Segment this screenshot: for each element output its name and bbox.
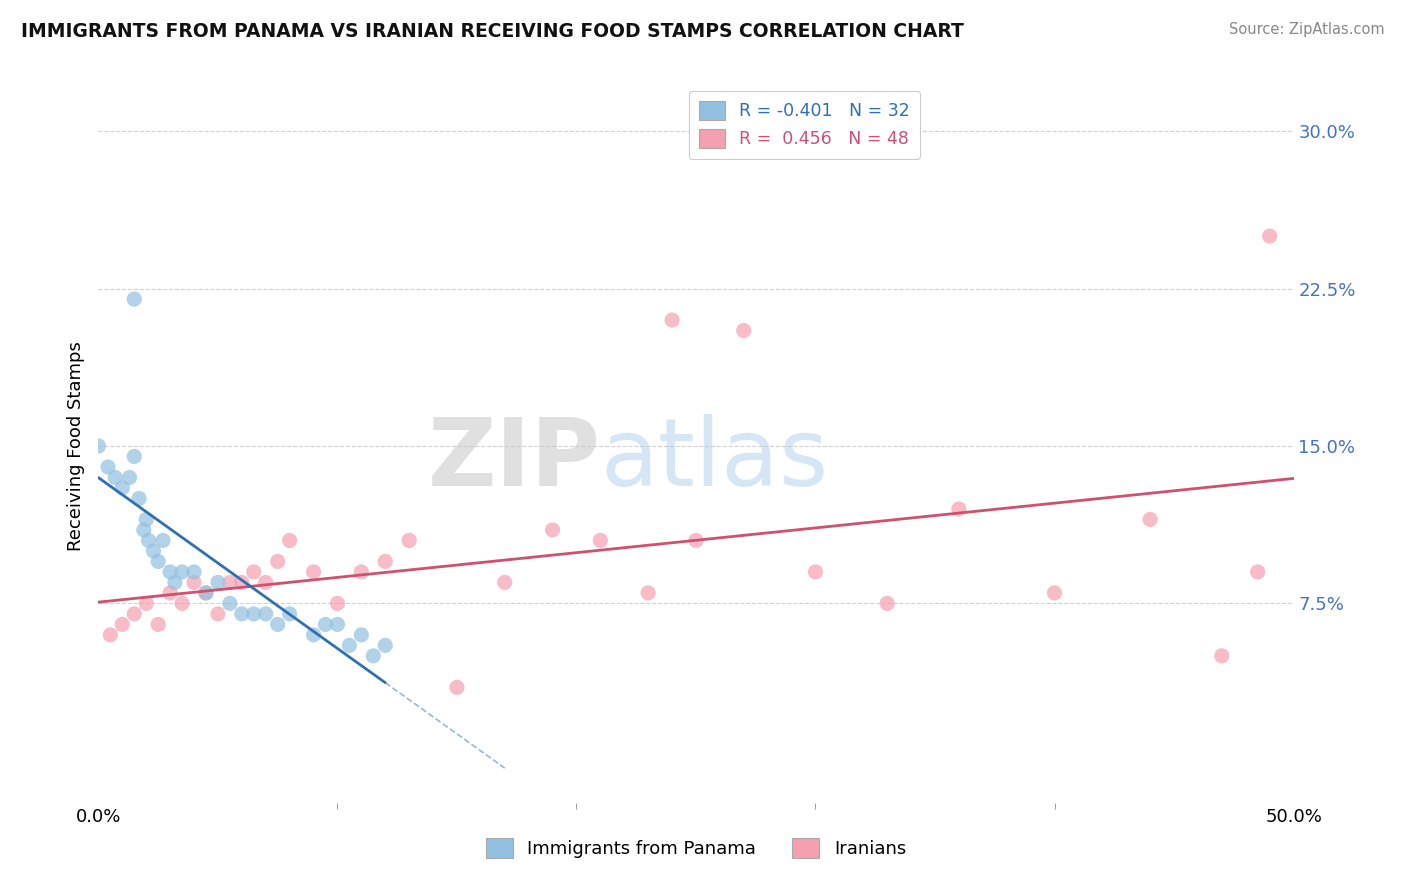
Point [111,481,134,495]
Point [243,565,266,579]
Point [494,575,516,590]
Text: IMMIGRANTS FROM PANAMA VS IRANIAN RECEIVING FOOD STAMPS CORRELATION CHART: IMMIGRANTS FROM PANAMA VS IRANIAN RECEIV… [21,22,965,41]
Point [278,533,301,548]
Point [159,565,181,579]
Point [97,460,120,475]
Point [661,313,683,327]
Point [231,575,253,590]
Point [152,533,174,548]
Point [302,565,325,579]
Point [350,565,373,579]
Point [685,533,707,548]
Point [183,565,205,579]
Point [148,554,170,568]
Point [148,617,170,632]
Text: atlas: atlas [600,414,828,507]
Point [219,596,242,610]
Point [1139,512,1161,526]
Point [195,586,218,600]
Y-axis label: Receiving Food Stamps: Receiving Food Stamps [66,341,84,551]
Point [876,596,898,610]
Point [326,617,349,632]
Point [1211,648,1233,663]
Point [267,617,290,632]
Point [124,607,146,621]
Point [159,586,181,600]
Point [948,502,970,516]
Point [231,607,253,621]
Point [172,596,194,610]
Point [1247,565,1270,579]
Point [104,470,127,484]
Point [374,554,396,568]
Point [254,575,277,590]
Point [207,575,229,590]
Point [733,324,755,338]
Point [315,617,337,632]
Point [374,639,396,653]
Point [1258,229,1281,244]
Point [135,512,157,526]
Point [326,596,349,610]
Point [132,523,155,537]
Point [142,544,165,558]
Point [267,554,290,568]
Point [219,575,242,590]
Point [278,607,301,621]
Point [98,628,122,642]
Point [124,292,146,306]
Point [243,607,266,621]
Point [195,586,218,600]
Point [138,533,160,548]
Legend: Immigrants from Panama, Iranians: Immigrants from Panama, Iranians [478,830,914,865]
Point [163,575,186,590]
Text: Source: ZipAtlas.com: Source: ZipAtlas.com [1229,22,1385,37]
Point [350,628,373,642]
Point [398,533,420,548]
Point [804,565,827,579]
Point [183,575,205,590]
Point [87,439,110,453]
Point [172,565,194,579]
Point [637,586,659,600]
Point [339,639,361,653]
Point [302,628,325,642]
Point [135,596,157,610]
Point [254,607,277,621]
Point [124,450,146,464]
Point [363,648,385,663]
Point [1043,586,1066,600]
Point [118,470,141,484]
Point [128,491,150,506]
Point [541,523,564,537]
Point [207,607,229,621]
Text: ZIP: ZIP [427,414,600,507]
Point [589,533,612,548]
Point [111,617,134,632]
Point [446,681,468,695]
